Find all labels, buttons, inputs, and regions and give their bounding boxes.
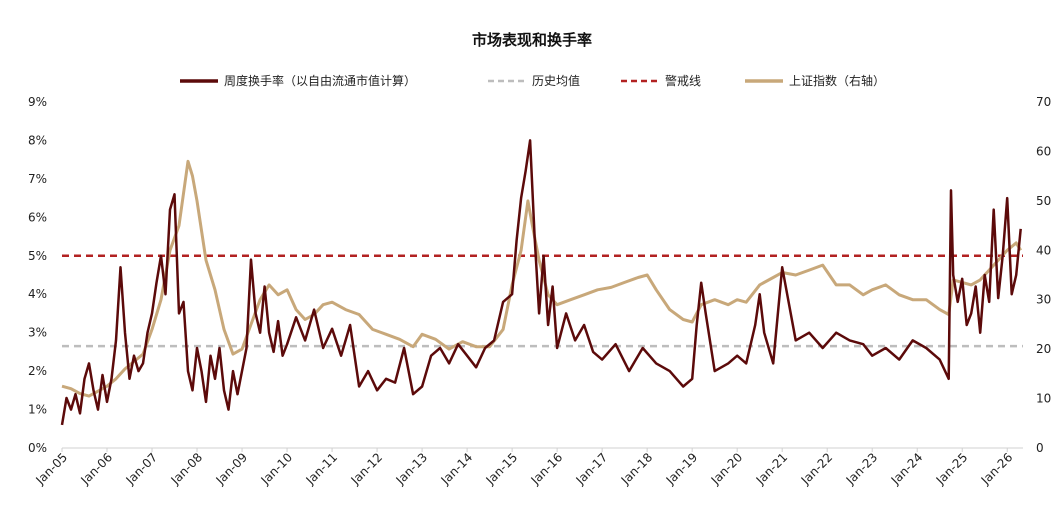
turnover-line — [60, 139, 1022, 426]
y-axis-left: 0% 1% 2% 3% 4% 5% 6% 7% 8% 9% — [28, 95, 47, 455]
x-tick-label: Jan-22 — [798, 450, 836, 488]
y-left-tick-label: 6% — [28, 210, 47, 224]
y-right-tick-label: 0 — [1036, 441, 1044, 455]
x-tick-label: Jan-05 — [33, 450, 71, 488]
legend-item-turnover: 周度换手率（以自由流通市值计算） — [180, 73, 416, 88]
legend-label-turnover: 周度换手率（以自由流通市值计算） — [224, 73, 416, 88]
x-tick-label: Jan-11 — [303, 450, 341, 488]
x-tick-label: Jan-19 — [663, 450, 701, 488]
x-tick-label: Jan-06 — [78, 450, 116, 488]
x-tick-label: Jan-21 — [753, 450, 791, 488]
y-left-tick-label: 1% — [28, 403, 47, 417]
x-tick-label: Jan-18 — [618, 450, 656, 488]
y-right-tick-label: 30 — [1036, 293, 1051, 307]
y-right-tick-label: 50 — [1036, 194, 1051, 208]
y-axis-right: 0 10 20 30 40 50 60 70 — [1036, 95, 1051, 455]
legend-item-sse: 上证指数（右轴） — [745, 73, 885, 88]
y-left-tick-label: 0% — [28, 441, 47, 455]
x-axis: Jan-05 Jan-06 Jan-07 Jan-08 Jan-09 Jan-10 Jan-… — [33, 448, 1016, 488]
x-tick-label: Jan-14 — [438, 450, 476, 488]
legend-item-hist-mean: 历史均值 — [488, 73, 580, 88]
x-tick-label: Jan-25 — [933, 450, 971, 488]
x-tick-label: Jan-09 — [213, 450, 251, 488]
legend-label-warning: 警戒线 — [665, 73, 701, 88]
x-tick-label: Jan-15 — [483, 450, 521, 488]
y-right-tick-label: 10 — [1036, 392, 1051, 406]
y-left-tick-label: 7% — [28, 172, 47, 186]
y-left-tick-label: 5% — [28, 249, 47, 263]
legend: 周度换手率（以自由流通市值计算） 历史均值 警戒线 上证指数（右轴） — [180, 73, 885, 88]
y-left-tick-label: 4% — [28, 287, 47, 301]
y-left-tick-label: 9% — [28, 95, 47, 109]
y-left-tick-label: 8% — [28, 133, 47, 147]
x-tick-label: Jan-13 — [393, 450, 431, 488]
y-right-tick-label: 70 — [1036, 95, 1051, 109]
y-left-tick-label: 2% — [28, 364, 47, 378]
x-tick-label: Jan-23 — [843, 450, 881, 488]
x-tick-label: Jan-10 — [258, 450, 296, 488]
y-right-tick-label: 20 — [1036, 342, 1051, 356]
y-right-tick-label: 60 — [1036, 144, 1051, 158]
x-tick-label: Jan-17 — [573, 450, 611, 488]
y-right-tick-label: 40 — [1036, 243, 1051, 257]
legend-label-hist-mean: 历史均值 — [532, 73, 580, 88]
y-left-tick-label: 3% — [28, 326, 47, 340]
x-tick-label: Jan-16 — [528, 450, 566, 488]
sse-index-line — [61, 159, 1022, 398]
x-tick-label: Jan-26 — [978, 450, 1016, 488]
legend-item-warning: 警戒线 — [621, 73, 701, 88]
x-tick-label: Jan-08 — [168, 450, 206, 488]
x-tick-label: Jan-07 — [123, 450, 161, 488]
x-tick-label: Jan-24 — [888, 450, 926, 488]
chart-title: 市场表现和换手率 — [472, 31, 592, 49]
legend-label-sse: 上证指数（右轴） — [789, 73, 885, 88]
x-tick-label: Jan-20 — [708, 450, 746, 488]
x-tick-label: Jan-12 — [348, 450, 386, 488]
